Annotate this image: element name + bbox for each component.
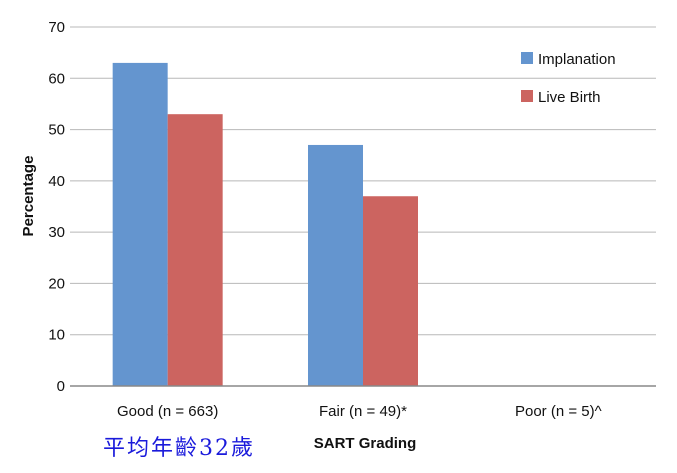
legend: Implanation Live Birth (521, 51, 616, 106)
y-tick-label: 0 (57, 378, 65, 395)
annotation-text: 平均年齡32歲 (103, 436, 255, 461)
y-axis-ticks: 0 10 20 30 40 50 60 70 (48, 19, 65, 395)
legend-label: Live Birth (538, 89, 601, 106)
bar-live-birth-0 (167, 114, 223, 386)
x-category-label: Fair (n = 49)* (319, 403, 407, 420)
x-category-label: Poor (n = 5)^ (515, 403, 602, 420)
x-axis-title: SART Grading (314, 435, 417, 452)
legend-swatch (521, 52, 533, 64)
y-tick-label: 60 (48, 70, 65, 87)
y-tick-label: 50 (48, 122, 65, 139)
legend-swatch (521, 90, 533, 102)
x-category-label: Good (n = 663) (117, 403, 218, 420)
legend-label: Implanation (538, 51, 616, 68)
y-tick-label: 20 (48, 275, 65, 292)
bar-live-birth-1 (363, 196, 418, 386)
bars (112, 62, 418, 387)
bar-implanation-1 (308, 144, 363, 386)
x-axis-categories: Good (n = 663) Fair (n = 49)* Poor (n = 5)… (117, 403, 602, 420)
y-tick-label: 40 (48, 173, 65, 190)
y-tick-label: 10 (48, 327, 65, 344)
y-tick-label: 70 (48, 19, 65, 36)
y-axis-title: Percentage (20, 156, 37, 237)
bar-implanation-0 (112, 62, 168, 387)
y-tick-label: 30 (48, 224, 65, 241)
